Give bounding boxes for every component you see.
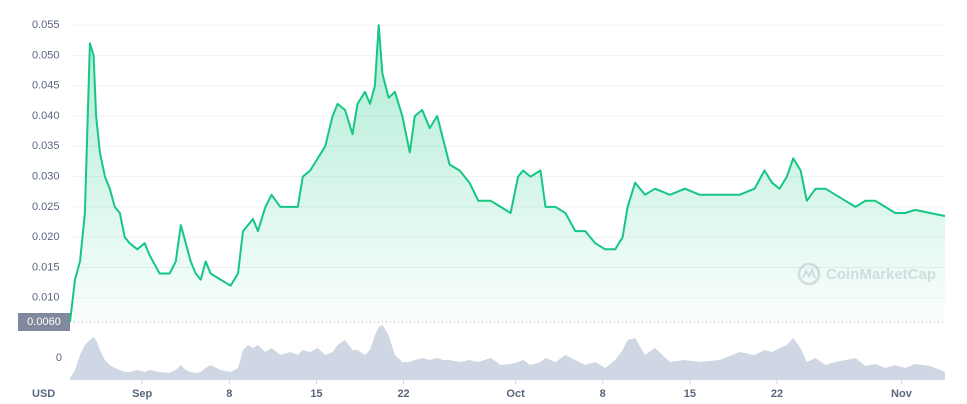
volume-area [70,325,945,380]
y-tick-label: 0.025 [32,201,60,213]
unit-label: USD [32,388,55,400]
y-tick-label: 0.010 [32,292,60,304]
marker-label: 0.0060 [27,316,61,328]
y-tick-label: 0.050 [32,49,60,61]
y-tick-label: 0.055 [32,19,60,31]
y-tick-label: 0.045 [32,80,60,92]
x-tick-label: Oct [506,388,525,400]
watermark: CoinMarketCap [797,262,936,286]
x-tick-label: Nov [891,388,913,400]
x-tick-label: 15 [310,388,322,400]
x-tick-label: Sep [132,388,152,400]
x-tick-label: 8 [600,388,606,400]
y-tick-label: 0.020 [32,231,60,243]
marker-box [18,313,70,331]
x-tick-label: 15 [684,388,696,400]
x-tick-label: 22 [771,388,783,400]
x-tick-label: 22 [397,388,409,400]
price-line [69,24,946,323]
y-tick-label: 0.035 [32,140,60,152]
x-tick-label: 8 [226,388,232,400]
price-area [70,25,945,322]
plot: 0.010 0.015 0.020 0.025 0.030 0.035 0.040 0.045… [18,19,946,400]
volume-tick-label: 0 [56,352,62,364]
y-tick-label: 0.015 [32,261,60,273]
y-tick-label: 0.030 [32,171,60,183]
watermark-text: CoinMarketCap [826,266,936,283]
y-tick-label: 0.040 [32,110,60,122]
